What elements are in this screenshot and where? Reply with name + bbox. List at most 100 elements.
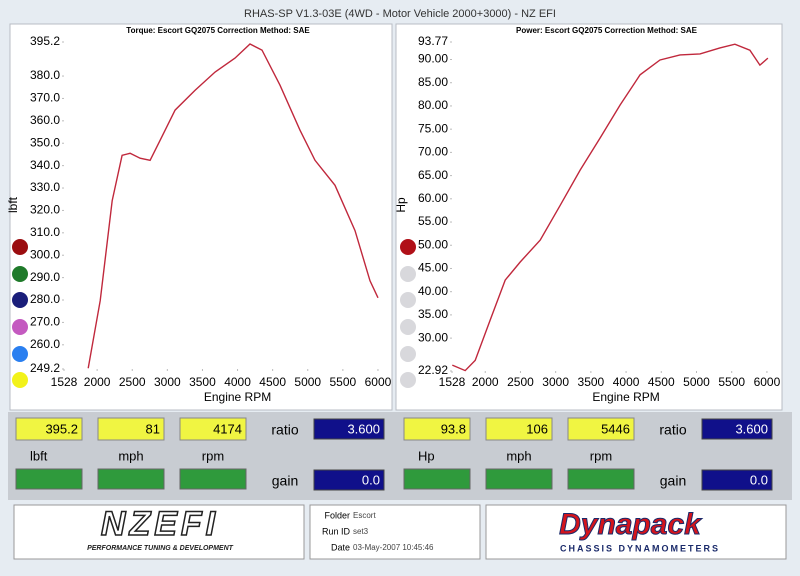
ratio-box xyxy=(701,418,773,440)
x-tick-label: 5500 xyxy=(718,375,745,389)
value: 93.8 xyxy=(441,421,466,436)
x-tick-label: 3500 xyxy=(578,375,605,389)
x-axis-label: Engine RPM xyxy=(204,390,271,404)
unit: rpm xyxy=(202,448,224,463)
y-tick-label: 65.00 xyxy=(418,168,448,182)
x-tick-label: 2500 xyxy=(507,375,534,389)
x-tick-label: 3000 xyxy=(542,375,569,389)
y-tick-label: 75.00 xyxy=(418,121,448,135)
x-tick-label: 4500 xyxy=(648,375,675,389)
dot xyxy=(400,346,416,362)
y-tick-label: 55.00 xyxy=(418,214,448,228)
y-tick-label: 300.0 xyxy=(30,247,60,261)
x-tick-label: 2000 xyxy=(84,375,111,389)
y-axis-label: Hp xyxy=(394,197,408,213)
y-tick-label: 35.00 xyxy=(418,307,448,321)
x-tick-label: 1528 xyxy=(51,375,78,389)
value-box xyxy=(179,417,247,441)
gain-box xyxy=(701,469,773,491)
value-box xyxy=(403,417,471,441)
x-tick-label: 4000 xyxy=(224,375,251,389)
y-tick-label: 85.00 xyxy=(418,75,448,89)
y-tick-label: 290.0 xyxy=(30,270,60,284)
logo-tagline: PERFORMANCE TUNING & DEVELOPMENT xyxy=(87,545,234,552)
x-tick-label: 4000 xyxy=(613,375,640,389)
date: 03-May-2007 10:45:46 xyxy=(353,543,434,552)
dot xyxy=(400,372,416,388)
dot xyxy=(12,346,28,362)
green-box xyxy=(567,468,635,490)
ratio-label: ratio xyxy=(271,422,298,438)
y-tick-label: 45.00 xyxy=(418,261,448,275)
dot xyxy=(400,239,416,255)
value: 5446 xyxy=(601,421,630,436)
dot xyxy=(12,292,28,308)
ratio-label: ratio xyxy=(659,422,686,438)
run: set3 xyxy=(353,527,369,536)
y-tick-label: 90.00 xyxy=(418,52,448,66)
brand-box xyxy=(485,504,787,560)
gain-label: gain xyxy=(272,473,298,489)
green-box xyxy=(179,468,247,490)
x-tick-label: 3000 xyxy=(154,375,181,389)
y-tick-label: 50.00 xyxy=(418,237,448,251)
dot xyxy=(12,372,28,388)
gain: 0.0 xyxy=(750,472,768,487)
y-tick-label: 260.0 xyxy=(30,337,60,351)
x-tick-label: 2500 xyxy=(119,375,146,389)
y-tick-label: 70.00 xyxy=(418,145,448,159)
unit: rpm xyxy=(590,448,612,463)
logo: NZEFI xyxy=(101,505,219,543)
value-box xyxy=(567,417,635,441)
dot xyxy=(400,266,416,282)
x-tick-label: 6000 xyxy=(365,375,392,389)
value-box xyxy=(97,417,165,441)
x-tick-label: 6000 xyxy=(754,375,781,389)
green-box xyxy=(97,468,165,490)
run-label: Run ID xyxy=(322,526,351,536)
dot xyxy=(400,292,416,308)
y-tick-label: 60.00 xyxy=(418,191,448,205)
y-tick-label: 380.0 xyxy=(30,68,60,82)
logo-box xyxy=(13,504,305,560)
x-tick-label: 5000 xyxy=(683,375,710,389)
dot xyxy=(12,319,28,335)
unit: mph xyxy=(118,448,143,463)
y-tick-label: 370.0 xyxy=(30,91,60,105)
subtitle: Power: Escort GQ2075 Correction Method: … xyxy=(516,26,698,35)
value: 395.2 xyxy=(45,421,78,436)
y-axis-label: lbft xyxy=(6,196,20,213)
torque-dots xyxy=(12,239,28,388)
y-tick-label: 360.0 xyxy=(30,113,60,127)
x-axis-label: Engine RPM xyxy=(592,390,659,404)
y-tick-label: 80.00 xyxy=(418,98,448,112)
brand-tagline: CHASSIS DYNAMOMETERS xyxy=(560,543,720,553)
x-tick-label: 1528 xyxy=(439,375,466,389)
y-tick-label: 40.00 xyxy=(418,284,448,298)
unit: Hp xyxy=(418,448,435,463)
gain-box xyxy=(313,469,385,491)
green-box xyxy=(485,468,553,490)
date-label: Date xyxy=(331,542,350,552)
gain-label: gain xyxy=(660,473,686,489)
y-tick-label: 249.2 xyxy=(30,361,60,375)
dot xyxy=(12,239,28,255)
title: RHAS-SP V1.3-03E (4WD - Motor Vehicle 20… xyxy=(244,8,556,20)
dot xyxy=(12,266,28,282)
x-tick-label: 2000 xyxy=(472,375,499,389)
y-tick-label: 395.2 xyxy=(30,34,60,48)
y-tick-label: 310.0 xyxy=(30,225,60,239)
unit: mph xyxy=(506,448,531,463)
unit: lbft xyxy=(30,448,48,463)
power-panel xyxy=(395,23,783,411)
y-tick-label: 270.0 xyxy=(30,315,60,329)
brand: Dynapack xyxy=(559,508,702,541)
ratio: 3.600 xyxy=(735,421,768,436)
y-tick-label: 330.0 xyxy=(30,180,60,194)
dot xyxy=(400,319,416,335)
value-box xyxy=(15,417,83,441)
value: 4174 xyxy=(213,421,242,436)
y-tick-label: 280.0 xyxy=(30,292,60,306)
y-tick-label: 340.0 xyxy=(30,158,60,172)
